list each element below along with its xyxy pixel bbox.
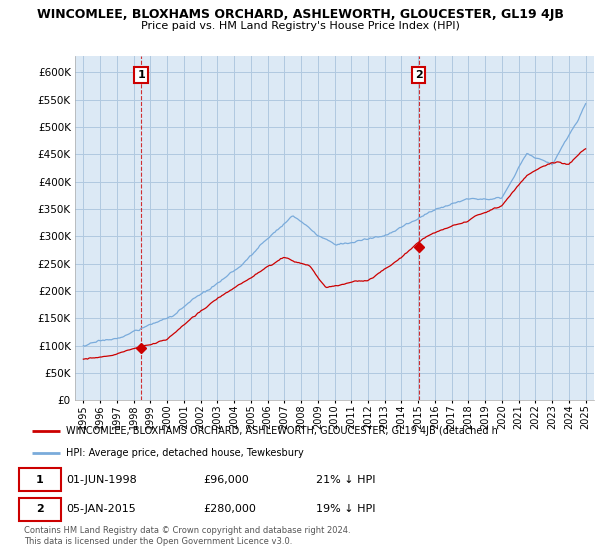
Text: 21% ↓ HPI: 21% ↓ HPI [316, 475, 375, 485]
Text: 19% ↓ HPI: 19% ↓ HPI [316, 504, 375, 514]
Text: 1: 1 [36, 475, 44, 485]
FancyBboxPatch shape [19, 498, 61, 521]
Text: WINCOMLEE, BLOXHAMS ORCHARD, ASHLEWORTH, GLOUCESTER, GL19 4JB (detached h: WINCOMLEE, BLOXHAMS ORCHARD, ASHLEWORTH,… [66, 426, 498, 436]
Text: 2: 2 [415, 70, 422, 80]
Text: HPI: Average price, detached house, Tewkesbury: HPI: Average price, detached house, Tewk… [66, 448, 304, 458]
Text: 05-JAN-2015: 05-JAN-2015 [66, 504, 136, 514]
Text: 01-JUN-1998: 01-JUN-1998 [66, 475, 137, 485]
Text: £280,000: £280,000 [203, 504, 256, 514]
Text: Contains HM Land Registry data © Crown copyright and database right 2024.
This d: Contains HM Land Registry data © Crown c… [24, 526, 350, 546]
Text: £96,000: £96,000 [203, 475, 249, 485]
Text: Price paid vs. HM Land Registry's House Price Index (HPI): Price paid vs. HM Land Registry's House … [140, 21, 460, 31]
Text: 2: 2 [36, 504, 44, 514]
Text: WINCOMLEE, BLOXHAMS ORCHARD, ASHLEWORTH, GLOUCESTER, GL19 4JB: WINCOMLEE, BLOXHAMS ORCHARD, ASHLEWORTH,… [37, 8, 563, 21]
Text: 1: 1 [137, 70, 145, 80]
FancyBboxPatch shape [19, 468, 61, 491]
